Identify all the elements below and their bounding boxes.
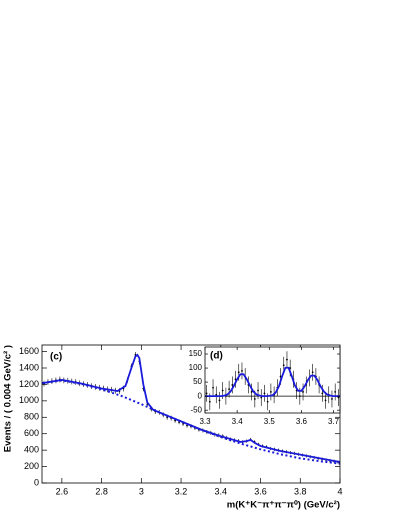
y-tick-label: -50 xyxy=(190,405,202,414)
inset-plot: 3.3 3.4 3.5 3.6 3.7 -50 0 50 100 150 (d) xyxy=(189,346,341,426)
x-tick-label: 2.8 xyxy=(95,486,108,496)
background-curve xyxy=(42,379,340,465)
x-tick-label: 3.6 xyxy=(296,417,308,426)
data-point xyxy=(221,389,224,392)
panel-label: (c) xyxy=(50,352,62,363)
x-tick-label: 3.6 xyxy=(254,486,267,496)
data-point xyxy=(337,396,340,399)
data-point xyxy=(237,371,240,374)
panel-label: (d) xyxy=(210,351,223,362)
y-tick-label: 400 xyxy=(24,445,39,455)
data-point xyxy=(282,364,285,367)
x-tick-label: 3.2 xyxy=(175,486,188,496)
data-point xyxy=(311,371,314,374)
data-point xyxy=(321,392,324,395)
y-tick-label: 800 xyxy=(24,412,39,422)
data-point xyxy=(250,391,253,393)
y-axis-title: Events / ( 0.004 GeV/c² ) xyxy=(3,345,14,452)
data-point xyxy=(208,400,211,403)
data-point xyxy=(331,398,333,400)
plot-area xyxy=(205,351,340,411)
data-point xyxy=(212,386,214,389)
data-point xyxy=(253,398,256,400)
data-point xyxy=(302,391,304,393)
x-tick-label: 2.6 xyxy=(56,486,69,496)
data-point xyxy=(263,392,266,395)
y-tick-label: 1400 xyxy=(19,362,39,372)
y-tick-label: 0 xyxy=(198,391,203,400)
data-point xyxy=(218,399,221,402)
data-point xyxy=(269,391,272,393)
y-tick-label: 50 xyxy=(193,377,202,386)
y-tick-label: 600 xyxy=(24,428,39,438)
data-point xyxy=(334,391,337,393)
data-point xyxy=(205,392,208,395)
x-tick-label: 3.3 xyxy=(199,417,211,426)
y-tick-label: 150 xyxy=(189,349,203,358)
data-point xyxy=(257,389,259,392)
x-axis-title: m(K⁺K⁻π⁺π⁻π⁰) (GeV/c²) xyxy=(227,500,340,511)
data-point xyxy=(324,399,327,402)
data-point xyxy=(260,396,263,399)
x-tick-label: 3.5 xyxy=(264,417,276,426)
fit-curve xyxy=(42,353,340,463)
plot-frame xyxy=(204,346,341,414)
y-tick-label: 1200 xyxy=(19,379,39,389)
plot-area xyxy=(42,351,340,465)
y-tick-label: 0 xyxy=(34,477,39,487)
data-point xyxy=(241,369,243,372)
x-tick-label: 3.7 xyxy=(328,417,340,426)
x-tick-label: 3.4 xyxy=(215,486,228,496)
data-point xyxy=(286,358,288,361)
y-tick-label: 1000 xyxy=(19,395,39,405)
data-point xyxy=(215,393,218,396)
data-point xyxy=(266,400,269,403)
data-point xyxy=(231,384,234,386)
plot-frame xyxy=(41,344,341,484)
y-tick-label: 1600 xyxy=(19,346,39,356)
x-tick-label: 3.4 xyxy=(232,417,244,426)
fit-curve xyxy=(205,366,340,398)
data-point xyxy=(298,395,301,398)
x-tick-label: 3 xyxy=(139,486,144,496)
data-point xyxy=(228,388,231,391)
x-tick-label: 4 xyxy=(337,486,342,496)
y-tick-label: 100 xyxy=(189,363,203,372)
y-tick-label: 200 xyxy=(24,461,39,471)
plot-frame-bg xyxy=(205,347,340,413)
x-tick-label: 3.8 xyxy=(294,486,307,496)
